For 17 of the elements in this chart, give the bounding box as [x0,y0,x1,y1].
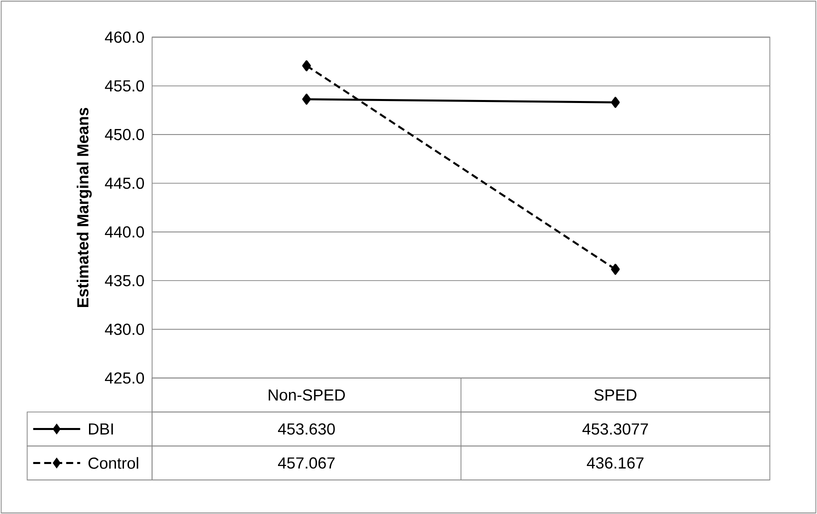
y-tick-label: 425.0 [104,372,144,384]
y-tick-label: 445.0 [104,178,144,189]
data-label: 436.167 [586,457,644,469]
y-tick-label: 435.0 [104,274,144,286]
data-label: 457.067 [278,457,335,469]
data-label: 453.630 [278,423,335,435]
y-tick-label: 455.0 [104,80,144,92]
y-axis-title: Estimated Marginal Means [76,108,92,307]
legend-label: Control [88,457,138,469]
y-tick-label: 460.0 [104,31,144,43]
x-tick-label: Non-SPED [268,389,345,401]
y-tick-label: 450.0 [104,128,144,140]
y-tick-label: 440.0 [104,226,144,238]
y-tick-label: 430.0 [104,324,144,335]
data-label: 453.3077 [582,423,648,435]
legend-label: DBI [89,423,113,434]
x-tick-label: SPED [594,389,636,401]
